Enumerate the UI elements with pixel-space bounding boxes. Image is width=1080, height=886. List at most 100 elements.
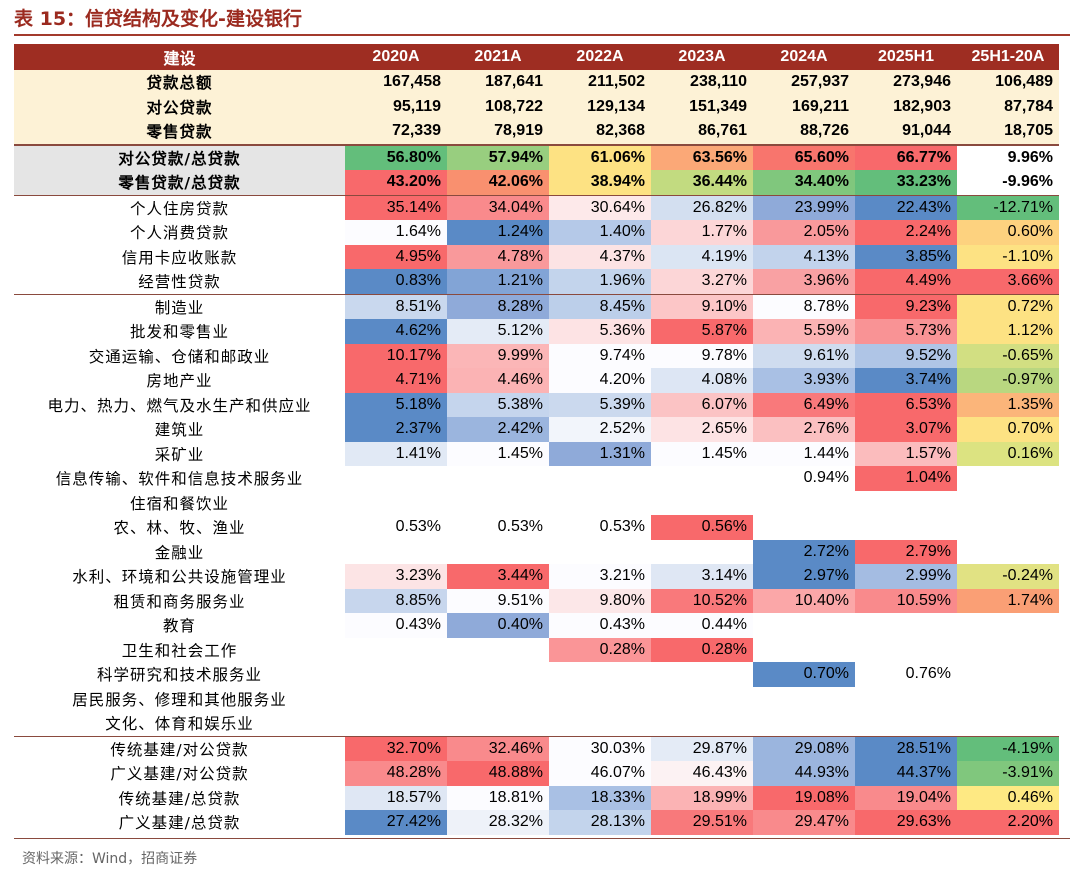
value-cell: 108,722: [447, 94, 549, 119]
value-cell: 1.21%: [447, 269, 549, 294]
header-col: 2025H1: [855, 44, 957, 70]
value-cell: 30.64%: [549, 194, 651, 220]
value-cell: 38.94%: [549, 170, 651, 195]
value-cell: [447, 490, 549, 515]
value-cell: 56.80%: [345, 144, 447, 170]
value-cell: 29.63%: [855, 810, 957, 835]
value-cell: 1.12%: [957, 319, 1059, 344]
value-cell: 19.08%: [753, 785, 855, 810]
table-row: 居民服务、修理和其他服务业: [14, 686, 1059, 711]
value-cell: 65.60%: [753, 144, 855, 170]
value-cell: [753, 686, 855, 711]
value-cell: 22.43%: [855, 194, 957, 220]
row-label: 建筑业: [154, 421, 205, 440]
value-cell: [651, 711, 753, 736]
value-cell: 0.76%: [855, 662, 957, 687]
value-cell: 2.52%: [549, 417, 651, 442]
row-label: 制造业: [14, 293, 345, 320]
value-cell: 2.97%: [753, 564, 855, 589]
value-cell: 8.78%: [753, 293, 855, 319]
value-cell: 66.77%: [855, 144, 957, 170]
value-cell: 88,726: [753, 119, 855, 145]
row-label: 租赁和商务服务业: [113, 592, 246, 611]
value-cell: [651, 686, 753, 711]
value-cell: 0.53%: [549, 515, 651, 540]
value-cell: 4.62%: [345, 319, 447, 344]
table-row: 传统基建/总贷款 18.57% 18.81% 18.33% 18.99% 19.08% 19…: [14, 785, 1059, 810]
value-cell: 3.27%: [651, 269, 753, 294]
value-cell: [345, 539, 447, 564]
value-cell: 2.76%: [753, 417, 855, 442]
row-label: 采矿业: [154, 445, 205, 464]
table-row: 交通运输、仓储和邮政业 10.17% 9.99% 9.74% 9.78% 9.61% 9.5…: [14, 343, 1059, 368]
value-cell: 46.43%: [651, 761, 753, 786]
value-cell: [957, 539, 1059, 564]
table-row: 文化、体育和娱乐业: [14, 711, 1059, 736]
value-cell: [957, 490, 1059, 515]
row-label: 信用卡应收账款: [121, 248, 238, 267]
row-label: 个人住房贷款: [14, 194, 345, 221]
value-cell: 29.87%: [651, 735, 753, 761]
header-col: 2024A: [753, 44, 855, 70]
value-cell: 8.28%: [447, 293, 549, 319]
value-cell: [447, 686, 549, 711]
value-cell: 167,458: [345, 70, 447, 95]
value-cell: 1.44%: [753, 441, 855, 466]
value-cell: 3.66%: [957, 269, 1059, 294]
table-row: 对公贷款/总贷款 56.80% 57.94% 61.06% 63.56% 65.60% 66…: [14, 144, 1059, 170]
value-cell: 6.53%: [855, 392, 957, 417]
value-cell: 0.46%: [957, 785, 1059, 810]
value-cell: 4.46%: [447, 368, 549, 393]
value-cell: 4.13%: [753, 244, 855, 269]
value-cell: 4.20%: [549, 368, 651, 393]
value-cell: 8.85%: [345, 588, 447, 613]
row-label: 教育: [162, 617, 196, 636]
value-cell: 72,339: [345, 119, 447, 145]
value-cell: 3.74%: [855, 368, 957, 393]
row-label: 交通运输、仓储和邮政业: [88, 347, 271, 366]
value-cell: 4.78%: [447, 244, 549, 269]
header-col: 2022A: [549, 44, 651, 70]
value-cell: [549, 686, 651, 711]
table-row: 信用卡应收账款 4.95% 4.78% 4.37% 4.19% 4.13% 3.85% -1.…: [14, 244, 1059, 269]
value-cell: 1.45%: [447, 441, 549, 466]
value-cell: 26.82%: [651, 194, 753, 220]
value-cell: 1.31%: [549, 441, 651, 466]
value-cell: 9.10%: [651, 293, 753, 319]
table-row: 建筑业 2.37% 2.42% 2.52% 2.65% 2.76% 3.07% 0.70%: [14, 417, 1059, 442]
value-cell: 257,937: [753, 70, 855, 95]
table-row: 传统基建/对公贷款 32.70% 32.46% 30.03% 29.87% 29.08% 2…: [14, 735, 1059, 761]
value-cell: 187,641: [447, 70, 549, 95]
value-cell: 0.60%: [957, 220, 1059, 245]
header-col: 2021A: [447, 44, 549, 70]
table-row: 住宿和餐饮业: [14, 490, 1059, 515]
table-row: 租赁和商务服务业 8.85% 9.51% 9.80% 10.52% 10.40% 10.59…: [14, 588, 1059, 613]
value-cell: [549, 711, 651, 736]
value-cell: 9.52%: [855, 343, 957, 368]
value-cell: [957, 711, 1059, 736]
table-row: 农、林、牧、渔业 0.53% 0.53% 0.53% 0.56%: [14, 515, 1059, 540]
value-cell: -0.24%: [957, 564, 1059, 589]
row-label: 广义基建/对公贷款: [110, 765, 249, 784]
value-cell: 3.85%: [855, 244, 957, 269]
table-row: 广义基建/总贷款 27.42% 28.32% 28.13% 29.51% 29.47% 29…: [14, 810, 1059, 835]
value-cell: 1.64%: [345, 220, 447, 245]
row-label: 信息传输、软件和信息技术服务业: [55, 470, 304, 489]
value-cell: 129,134: [549, 94, 651, 119]
value-cell: 10.52%: [651, 588, 753, 613]
value-cell: 32.46%: [447, 735, 549, 761]
row-label: 零售贷款: [14, 119, 345, 145]
header-bank: 建设: [14, 44, 345, 70]
row-label: 住宿和餐饮业: [129, 494, 229, 513]
table-row: 科学研究和技术服务业 0.70% 0.76%: [14, 662, 1059, 687]
row-label: 批发和零售业: [129, 323, 229, 342]
value-cell: 44.37%: [855, 761, 957, 786]
value-cell: [855, 490, 957, 515]
row-label: 对公贷款/总贷款: [14, 144, 345, 170]
value-cell: [957, 637, 1059, 662]
header-col: 25H1-20A: [957, 44, 1059, 70]
value-cell: 33.23%: [855, 170, 957, 195]
value-cell: 3.07%: [855, 417, 957, 442]
value-cell: [345, 711, 447, 736]
value-cell: 4.19%: [651, 244, 753, 269]
